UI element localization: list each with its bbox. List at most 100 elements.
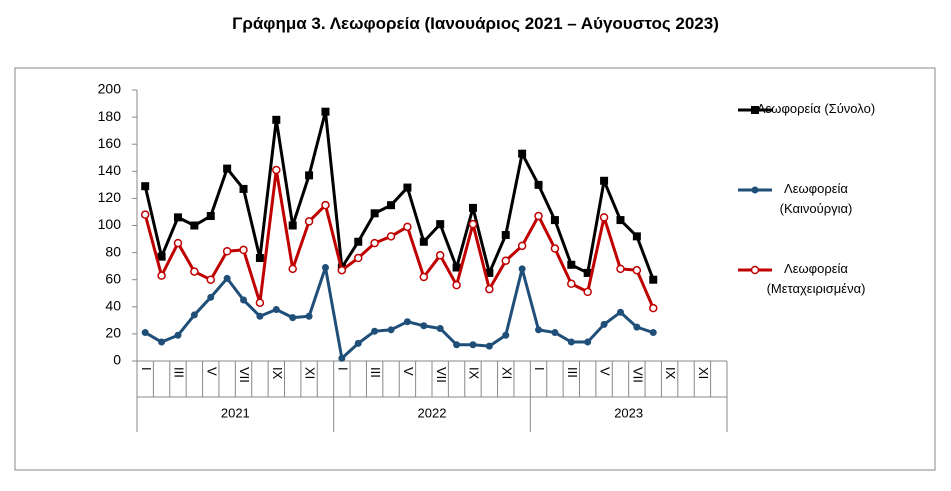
point <box>600 320 608 328</box>
x-tick-label: III <box>368 367 383 378</box>
point <box>436 220 445 229</box>
point <box>468 219 478 229</box>
point <box>534 211 543 221</box>
point <box>501 256 510 265</box>
point <box>419 237 428 246</box>
year-label: 2021 <box>221 405 250 420</box>
y-tick-label: 20 <box>105 325 121 341</box>
point <box>255 298 265 307</box>
x-tick-label: VII <box>434 367 449 383</box>
point <box>255 254 264 263</box>
point <box>354 253 363 263</box>
point <box>501 230 510 239</box>
point <box>485 268 494 277</box>
point <box>305 312 313 320</box>
point <box>420 322 428 330</box>
point <box>751 186 759 194</box>
x-tick-label: V <box>401 367 416 376</box>
x-tick-label: VII <box>630 367 645 383</box>
point <box>452 280 461 290</box>
point <box>140 210 150 219</box>
y-tick-label: 80 <box>105 243 121 259</box>
point <box>518 149 527 158</box>
point <box>403 183 412 192</box>
point <box>305 171 314 180</box>
point <box>750 265 760 275</box>
point <box>387 201 396 210</box>
point <box>207 293 215 301</box>
point <box>567 260 576 269</box>
point <box>272 165 281 175</box>
point <box>567 279 576 289</box>
y-tick-label: 180 <box>98 108 122 124</box>
point <box>502 331 510 339</box>
point <box>751 106 759 114</box>
y-tick-label: 120 <box>98 189 122 205</box>
point <box>370 238 379 248</box>
x-tick-label: I <box>532 367 547 371</box>
point <box>141 329 149 337</box>
point <box>173 213 182 222</box>
legend-label: Λεωφορεία (Καινούργια) <box>779 181 853 216</box>
point <box>289 314 297 322</box>
point <box>649 303 658 313</box>
point <box>649 275 658 284</box>
point <box>354 237 363 246</box>
point <box>584 338 592 346</box>
point <box>485 284 494 294</box>
point <box>190 311 198 319</box>
point <box>517 241 527 251</box>
point <box>632 232 641 241</box>
x-tick-label: XI <box>696 367 711 379</box>
point <box>190 221 199 230</box>
chart-border <box>14 67 936 471</box>
point <box>158 338 166 346</box>
x-tick-label: IX <box>663 367 678 380</box>
point <box>435 251 445 260</box>
point <box>173 238 183 248</box>
point <box>190 267 199 276</box>
y-tick-label: 0 <box>113 352 121 368</box>
x-tick-label: I <box>335 367 350 371</box>
point <box>452 263 461 272</box>
point <box>534 180 543 189</box>
point <box>551 329 559 337</box>
point <box>223 274 231 282</box>
point <box>469 341 477 349</box>
point <box>616 308 624 316</box>
x-tick-label: IX <box>270 367 285 380</box>
y-tick-label: 60 <box>105 270 121 286</box>
legend-label: Λεωφορεία (Μεταχειρισμένα) <box>766 261 866 296</box>
x-tick-label: III <box>565 367 580 378</box>
point <box>239 184 248 193</box>
point <box>141 182 150 191</box>
point <box>403 222 412 232</box>
point <box>518 265 526 273</box>
point <box>321 107 330 116</box>
point <box>222 246 232 256</box>
y-tick-label: 160 <box>98 135 122 151</box>
point <box>436 324 444 332</box>
x-tick-label: V <box>204 367 219 376</box>
point <box>337 265 347 275</box>
point <box>157 271 166 280</box>
point <box>206 275 215 284</box>
point <box>239 245 248 255</box>
year-label: 2022 <box>418 405 447 420</box>
point <box>550 244 560 253</box>
point <box>206 212 215 221</box>
point <box>338 354 346 362</box>
x-tick-label: XI <box>499 367 514 379</box>
point <box>419 272 429 282</box>
x-tick-label: VII <box>237 367 252 383</box>
x-tick-label: I <box>139 367 154 371</box>
y-tick-label: 40 <box>105 298 121 314</box>
series-line <box>143 168 655 309</box>
point <box>354 339 362 347</box>
year-label: 2023 <box>614 405 643 420</box>
point <box>304 217 314 226</box>
series-line <box>143 110 655 281</box>
point <box>157 252 166 261</box>
point <box>240 296 248 304</box>
